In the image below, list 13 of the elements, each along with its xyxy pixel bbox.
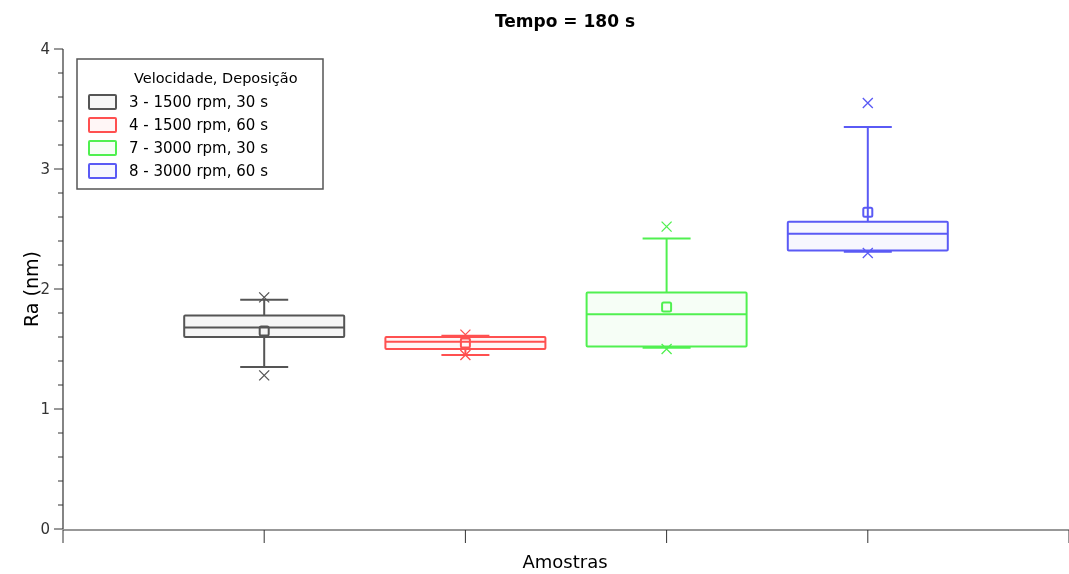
y-tick-label: 0 [40, 520, 50, 539]
y-tick-label: 1 [40, 400, 50, 419]
y-tick-label: 3 [40, 160, 50, 179]
y-axis-title: Ra (nm) [20, 251, 42, 327]
legend-title: Velocidade, Deposição [134, 70, 298, 86]
chart-title: Tempo = 180 s [494, 11, 636, 31]
y-tick-label: 4 [40, 40, 50, 59]
legend-label: 7 - 3000 rpm, 30 s [129, 139, 269, 157]
y-tick-label: 2 [40, 280, 50, 299]
legend-label: 3 - 1500 rpm, 30 s [129, 93, 269, 111]
legend-label: 8 - 3000 rpm, 60 s [129, 162, 269, 180]
x-axis-title: Amostras [522, 551, 608, 572]
legend-label: 4 - 1500 rpm, 60 s [129, 116, 269, 134]
